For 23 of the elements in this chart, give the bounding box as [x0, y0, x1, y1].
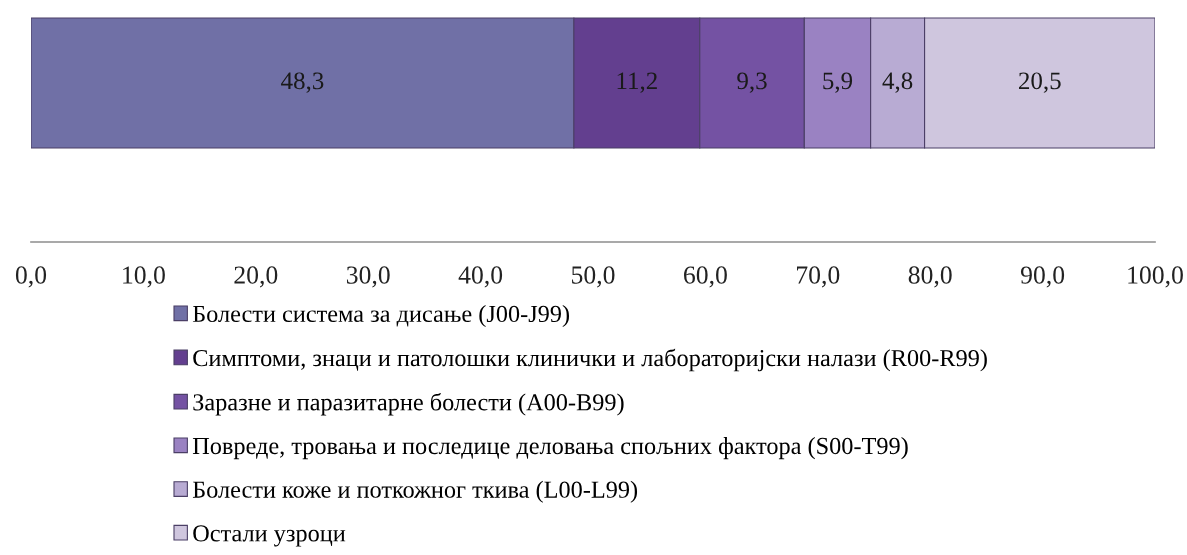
x-tick-label: 100,0	[1128, 266, 1183, 288]
x-tick-label: 70,0	[797, 266, 840, 288]
x-tick-label: 40,0	[458, 266, 503, 288]
data-label: 5,9	[823, 72, 853, 93]
x-tick-label: 80,0	[908, 266, 952, 288]
data-label: 11,2	[617, 72, 657, 93]
x-tick-label: 0,0	[15, 266, 47, 288]
legend-label: Повреде, тровања и последице деловања спољних фактора (S00-T99)	[192, 437, 908, 460]
legend-label: Заразне и паразитарне болести (A00-B99)	[193, 392, 624, 416]
data-label: 20,5	[1019, 72, 1061, 93]
legend-label: Симптоми, знаци и патолошки клинички и лабораторијски налази (R00-R99)	[193, 348, 987, 372]
data-label: 48,3	[281, 72, 324, 93]
data-label: 4,8	[882, 72, 913, 93]
data-label: 9,3	[737, 72, 767, 93]
x-tick-label: 60,0	[684, 266, 727, 288]
legend-label: Остали узроци	[193, 525, 346, 547]
x-tick-label: 50,0	[572, 266, 615, 288]
x-tick-label: 20,0	[234, 266, 278, 288]
x-tick-label: 30,0	[346, 266, 390, 288]
x-tick-label: 90,0	[1020, 266, 1065, 288]
legend-label: Болести коже и поткожног ткива (L00-L99)	[192, 480, 638, 503]
legend-label: Болести система за дисање (J00-J99)	[192, 305, 570, 328]
x-tick-label: 10,0	[123, 266, 165, 288]
